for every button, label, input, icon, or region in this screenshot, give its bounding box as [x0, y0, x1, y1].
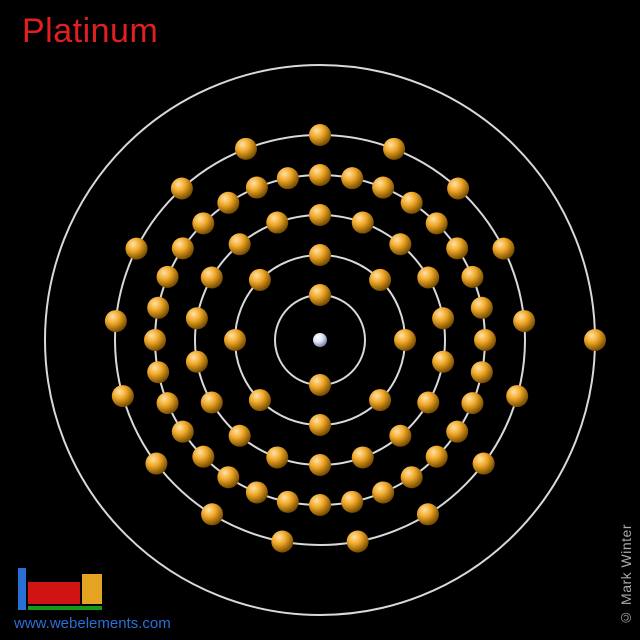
electron	[341, 491, 363, 513]
electron	[192, 446, 214, 468]
electron	[217, 466, 239, 488]
electron	[309, 454, 331, 476]
electron	[246, 177, 268, 199]
logo-block-d	[28, 582, 80, 604]
electron	[145, 453, 167, 475]
electron	[172, 237, 194, 259]
electron	[369, 269, 391, 291]
electron	[389, 425, 411, 447]
electron	[309, 284, 331, 306]
electron	[249, 269, 271, 291]
electron	[347, 531, 369, 553]
electron	[447, 178, 469, 200]
electron	[172, 421, 194, 443]
electron	[401, 192, 423, 214]
electron	[229, 425, 251, 447]
electron	[309, 124, 331, 146]
electron	[446, 421, 468, 443]
electron	[513, 310, 535, 332]
electron	[341, 167, 363, 189]
electron	[352, 212, 374, 234]
electron	[389, 233, 411, 255]
electron	[309, 244, 331, 266]
electron	[229, 233, 251, 255]
electron	[372, 177, 394, 199]
logo-block-s	[18, 568, 26, 610]
electron	[201, 392, 223, 414]
electron	[417, 503, 439, 525]
electron	[201, 503, 223, 525]
logo-block-f	[28, 606, 102, 610]
diagram-stage: Platinum www.webelements.com © Mark Wint…	[0, 0, 640, 640]
electron	[401, 466, 423, 488]
electron	[201, 267, 223, 289]
electron	[474, 329, 496, 351]
electron	[246, 481, 268, 503]
electron	[125, 238, 147, 260]
electron	[144, 329, 166, 351]
electron	[192, 212, 214, 234]
nucleus	[313, 333, 327, 347]
electron	[584, 329, 606, 351]
electron	[217, 192, 239, 214]
electron	[309, 164, 331, 186]
electron	[369, 389, 391, 411]
electron-shell-diagram	[0, 0, 640, 640]
electron	[157, 392, 179, 414]
webelements-logo	[18, 566, 108, 610]
electron	[224, 329, 246, 351]
electron	[383, 138, 405, 160]
electron	[493, 238, 515, 260]
electron	[352, 446, 374, 468]
electron	[266, 446, 288, 468]
electron	[112, 385, 134, 407]
electron	[432, 307, 454, 329]
logo-block-p	[82, 574, 102, 604]
electron	[277, 491, 299, 513]
electron	[249, 389, 271, 411]
electron	[266, 212, 288, 234]
electron	[186, 307, 208, 329]
electron	[446, 237, 468, 259]
electron	[471, 297, 493, 319]
electron	[506, 385, 528, 407]
electron	[461, 266, 483, 288]
electron	[473, 453, 495, 475]
electron	[309, 204, 331, 226]
electron	[426, 212, 448, 234]
electron	[417, 392, 439, 414]
electron	[394, 329, 416, 351]
electron	[105, 310, 127, 332]
electron	[157, 266, 179, 288]
electron	[171, 178, 193, 200]
source-url: www.webelements.com	[14, 615, 171, 632]
electron	[277, 167, 299, 189]
electron	[432, 351, 454, 373]
electron	[235, 138, 257, 160]
electron	[471, 361, 493, 383]
electron	[417, 267, 439, 289]
electron	[372, 481, 394, 503]
electron	[186, 351, 208, 373]
electron	[147, 361, 169, 383]
electrons	[105, 124, 606, 553]
electron	[309, 494, 331, 516]
electron	[461, 392, 483, 414]
electron	[309, 374, 331, 396]
electron	[426, 446, 448, 468]
copyright-credit: © Mark Winter	[618, 524, 634, 626]
electron	[147, 297, 169, 319]
electron	[309, 414, 331, 436]
electron	[271, 531, 293, 553]
